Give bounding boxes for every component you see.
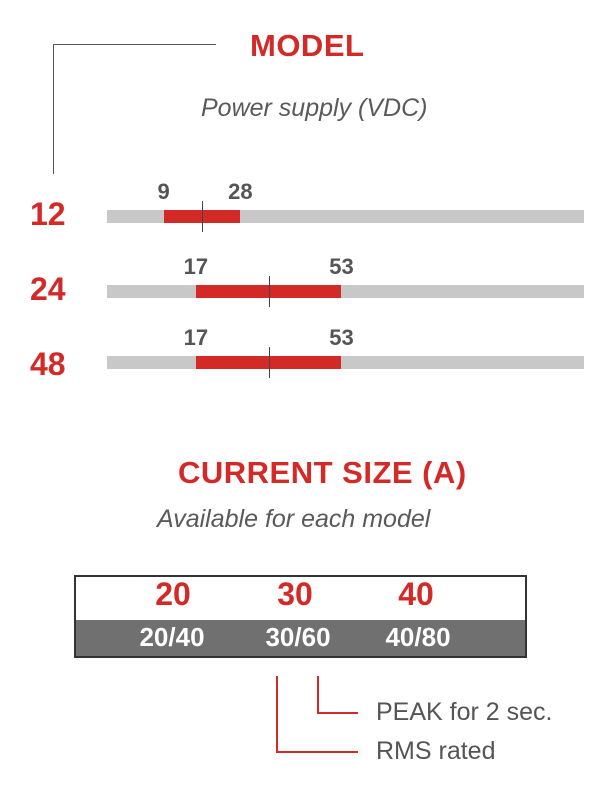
range-fill-12 <box>163 210 241 223</box>
rating-band <box>76 620 525 656</box>
rms-callout-vertical <box>276 676 278 753</box>
range-min-label-24: 17 <box>183 254 209 279</box>
rating-value-30: 30/60 <box>265 622 331 652</box>
model-subtitle: Power supply (VDC) <box>201 94 428 122</box>
range-track-24 <box>107 285 584 298</box>
model-label-12: 12 <box>30 196 66 232</box>
range-fill-48 <box>195 356 342 369</box>
range-max-label-48: 53 <box>329 325 354 350</box>
range-midpoint-tick-48 <box>269 347 270 378</box>
range-min-label-12: 9 <box>157 179 170 204</box>
peak-callout-horizontal <box>317 712 358 714</box>
range-fill-24 <box>195 285 342 298</box>
range-max-label-24: 53 <box>329 254 354 279</box>
model-title: MODEL <box>250 28 365 63</box>
model-bracket-horizontal <box>53 44 216 45</box>
rms-label: RMS rated <box>376 737 496 765</box>
current-size-table <box>74 575 527 658</box>
rating-value-20: 20/40 <box>139 622 205 652</box>
range-max-label-12: 28 <box>228 179 253 204</box>
peak-callout-vertical <box>317 676 319 714</box>
range-midpoint-tick-12 <box>202 201 203 232</box>
rating-value-40: 40/80 <box>385 622 451 652</box>
size-value-40: 40 <box>398 576 434 612</box>
range-track-48 <box>107 356 584 369</box>
model-label-48: 48 <box>30 346 66 382</box>
current-size-title: CURRENT SIZE (A) <box>178 455 467 490</box>
model-label-24: 24 <box>30 271 66 307</box>
model-bracket-vertical <box>53 44 54 174</box>
peak-label: PEAK for 2 sec. <box>376 698 553 726</box>
rms-callout-horizontal <box>276 751 358 753</box>
current-size-subtitle: Available for each model <box>157 505 431 533</box>
range-midpoint-tick-24 <box>269 276 270 307</box>
range-min-label-48: 17 <box>183 325 209 350</box>
size-value-30: 30 <box>277 576 313 612</box>
size-value-20: 20 <box>155 576 191 612</box>
